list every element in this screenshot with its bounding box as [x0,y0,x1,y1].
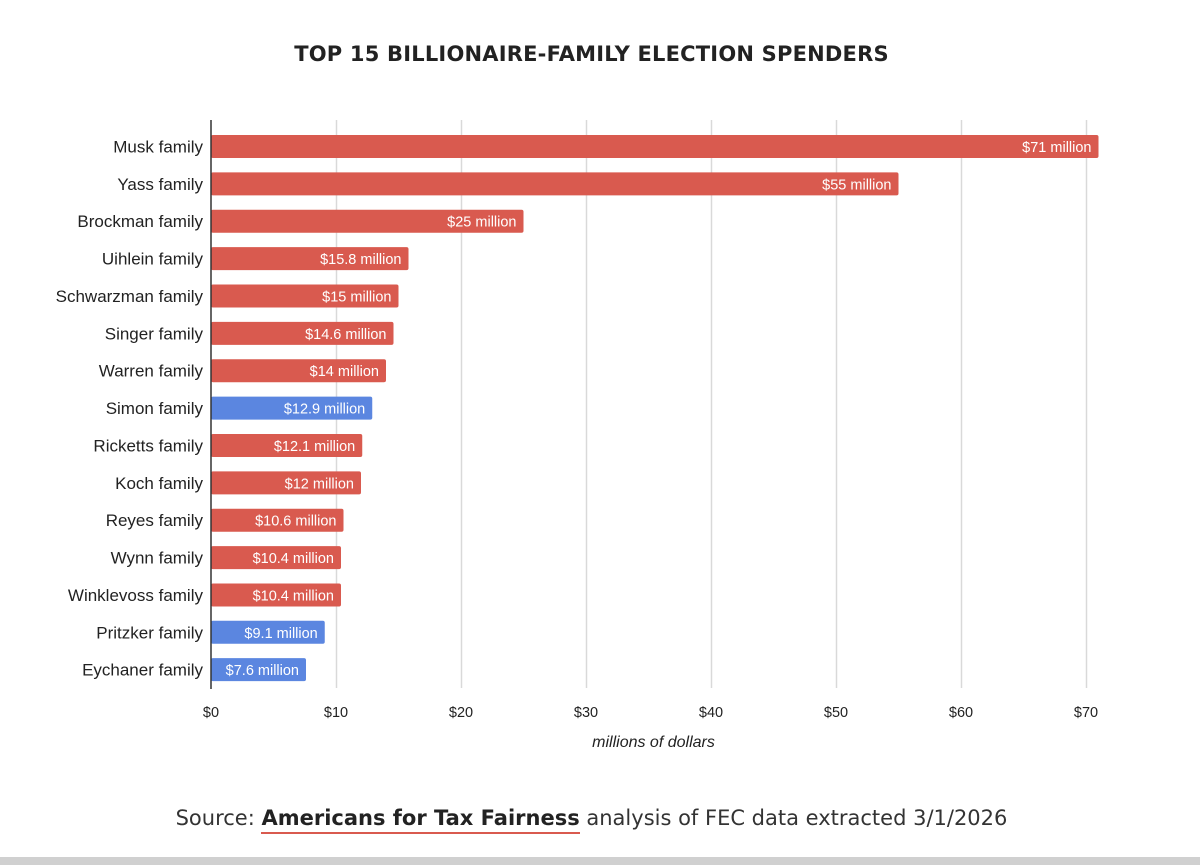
bar [211,209,524,233]
data-label: $55 million [822,177,891,193]
bar [211,471,361,495]
data-label: $10.4 million [253,588,334,604]
category-label: Uihlein family [102,250,204,269]
category-label: Winklevoss family [68,586,204,605]
x-tick-label: $20 [449,705,473,721]
category-label: Singer family [105,324,204,343]
bar [211,658,306,682]
category-label: Schwarzman family [56,287,204,306]
bar [211,321,394,345]
source-suffix: analysis of FEC data extracted 3/1/2026 [579,806,1008,830]
category-label: Reyes family [106,511,204,530]
x-tick-label: $40 [699,705,723,721]
category-label: Pritzker family [96,623,203,642]
bar [211,172,899,196]
category-label: Ricketts family [93,436,203,455]
bar [211,546,341,570]
data-label: $12.1 million [274,439,355,455]
source-prefix: Source: [175,806,262,830]
source-note: Source: Americans for Tax Fairness analy… [0,806,1183,834]
bar [211,620,325,644]
bar [211,135,1099,158]
data-label: $12 million [285,476,354,492]
bottom-divider [0,857,1200,865]
x-axis-title: millions of dollars [592,734,715,751]
category-label: Warren family [99,362,204,381]
x-tick-label: $10 [324,705,348,721]
bar [211,508,344,532]
x-tick-label: $0 [203,705,219,721]
category-label: Yass family [117,175,203,194]
data-label: $12.9 million [284,402,365,418]
data-label: $71 million [1022,140,1091,156]
x-tick-label: $50 [824,705,848,721]
x-tick-label: $70 [1074,705,1098,721]
chart-title: TOP 15 BILLIONAIRE-FAMILY ELECTION SPEND… [294,42,889,66]
data-label: $9.1 million [244,626,317,642]
source-link[interactable]: Americans for Tax Fairness [261,806,580,834]
category-label: Eychaner family [82,661,203,680]
data-label: $14 million [310,364,379,380]
bar [211,583,341,607]
bar [211,396,373,420]
x-tick-label: $60 [949,705,973,721]
category-label: Musk family [113,138,203,157]
x-tick-label: $30 [574,705,598,721]
data-label: $15 million [322,289,391,305]
category-label: Wynn family [111,549,204,568]
data-label: $10.4 million [253,551,334,567]
category-label: Brockman family [77,212,203,231]
data-label: $25 million [447,215,516,231]
data-label: $15.8 million [320,252,401,268]
bar [211,359,386,383]
category-label: Koch family [115,474,203,493]
bar-chart: $71 million Musk family $55 million Yass fa… [56,120,1099,751]
bar [211,247,409,271]
data-label: $10.6 million [255,514,336,530]
bar [211,284,399,308]
bar [211,433,363,457]
data-label: $14.6 million [305,327,386,343]
data-label: $7.6 million [226,663,299,679]
category-label: Simon family [106,399,204,418]
